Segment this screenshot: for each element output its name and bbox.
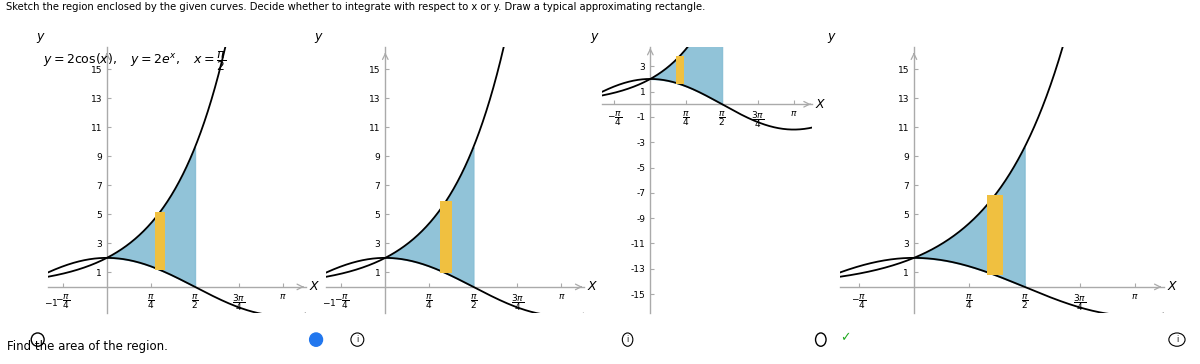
- Text: $y$: $y$: [36, 31, 46, 45]
- Text: Find the area of the region.: Find the area of the region.: [7, 340, 168, 353]
- Text: $-1$: $-1$: [43, 297, 58, 308]
- Bar: [988, 195, 1003, 275]
- Bar: [155, 212, 166, 270]
- Text: i: i: [356, 335, 359, 344]
- Bar: [439, 201, 452, 273]
- Text: i: i: [1176, 335, 1178, 344]
- Text: $X$: $X$: [587, 280, 599, 293]
- Text: $y$: $y$: [590, 31, 600, 45]
- Text: $X$: $X$: [815, 98, 826, 111]
- Text: Sketch the region enclosed by the given curves. Decide whether to integrate with: Sketch the region enclosed by the given …: [6, 2, 706, 12]
- Bar: [676, 56, 684, 84]
- Text: $X$: $X$: [308, 280, 320, 293]
- Text: $y$: $y$: [827, 31, 836, 45]
- Text: $-1$: $-1$: [322, 297, 336, 308]
- Text: $X$: $X$: [1168, 280, 1178, 293]
- Text: $y = 2\cos(x), \quad y = 2e^x, \quad x = \dfrac{\pi}{2}$: $y = 2\cos(x), \quad y = 2e^x, \quad x =…: [43, 49, 227, 73]
- Text: i: i: [626, 335, 629, 344]
- Text: $\checkmark$: $\checkmark$: [840, 331, 851, 344]
- Circle shape: [310, 333, 323, 346]
- Text: $y$: $y$: [314, 31, 324, 45]
